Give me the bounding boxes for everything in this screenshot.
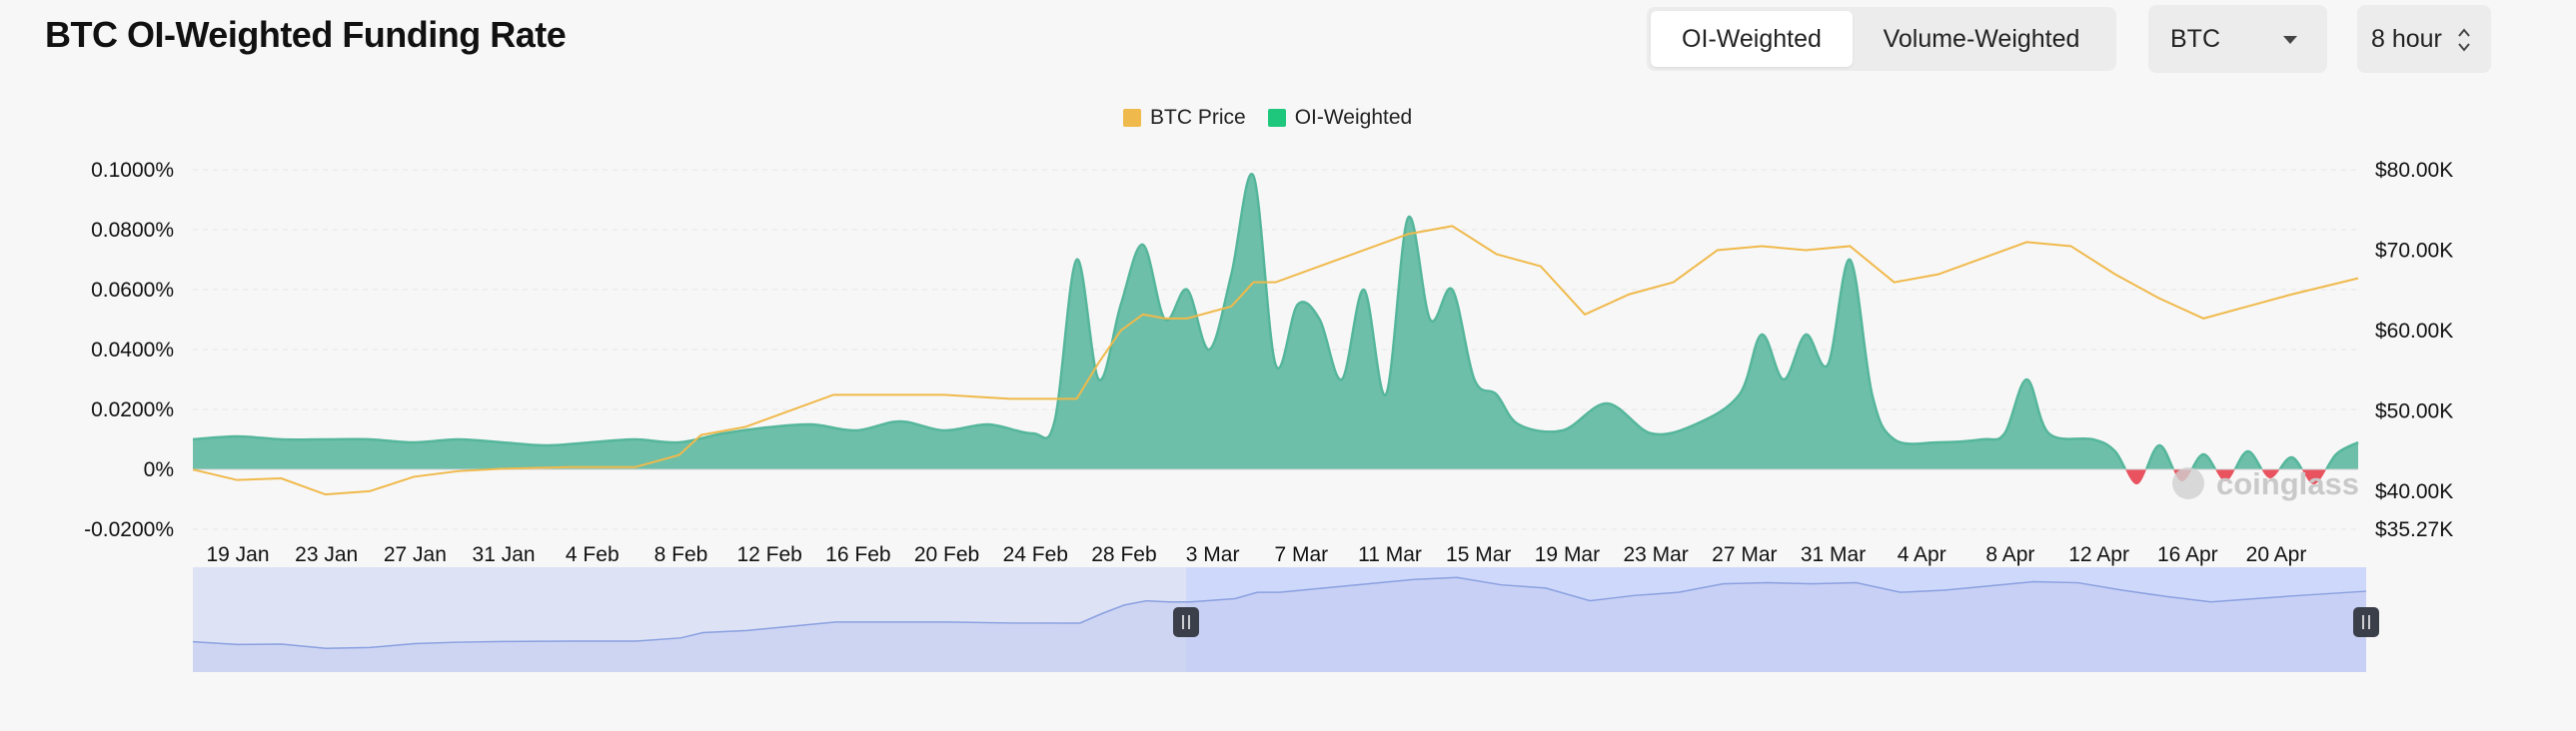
x-tick-label: 8 Feb: [654, 543, 708, 566]
page-title: BTC OI-Weighted Funding Rate: [45, 14, 567, 55]
x-tick-label: 7 Mar: [1275, 543, 1329, 566]
y-left-tick-label: 0.0400%: [91, 339, 174, 362]
chart-legend: BTC Price OI-Weighted: [1123, 106, 1412, 130]
x-tick-label: 31 Jan: [473, 543, 536, 566]
tab-oi-weighted[interactable]: OI-Weighted: [1651, 11, 1853, 67]
y-right-tick-label: $70.00K: [2375, 239, 2453, 262]
legend-swatch-btc-price: [1123, 109, 1141, 127]
watermark-text: coinglass: [2216, 466, 2359, 501]
rate-type-toggle: OI-Weighted Volume-Weighted: [1647, 7, 2116, 71]
x-tick-label: 24 Feb: [1003, 543, 1068, 566]
x-tick-label: 28 Feb: [1091, 543, 1156, 566]
x-tick-label: 16 Feb: [825, 543, 890, 566]
btc-price-line: [192, 225, 2359, 496]
x-tick-label: 4 Apr: [1898, 543, 1946, 566]
x-tick-label: 12 Apr: [2068, 543, 2129, 566]
x-tick-label: 27 Mar: [1712, 543, 1777, 566]
y-left-tick-label: 0.0600%: [91, 279, 174, 302]
y-left-tick-label: 0.0200%: [91, 398, 174, 421]
x-tick-label: 19 Mar: [1535, 543, 1600, 566]
oi-weighted-area-negative: [193, 469, 2358, 485]
oi-weighted-line: [192, 172, 2359, 469]
x-tick-label: 12 Feb: [736, 543, 801, 566]
tab-volume-weighted[interactable]: Volume-Weighted: [1883, 25, 2080, 53]
legend-item-oi-weighted[interactable]: OI-Weighted: [1267, 106, 1413, 130]
navigator-line: [192, 576, 2367, 649]
y-left-tick-label: 0.1000%: [91, 159, 174, 182]
interval-select[interactable]: 8 hour: [2357, 5, 2491, 73]
interval-select-value: 8 hour: [2371, 25, 2442, 53]
oi-weighted-area-positive: [193, 174, 2358, 469]
x-tick-label: 20 Feb: [914, 543, 979, 566]
navigator-handle-left[interactable]: [1173, 607, 1199, 637]
y-right-tick-label: $40.00K: [2375, 480, 2453, 503]
range-navigator[interactable]: [192, 567, 2379, 672]
x-tick-label: 27 Jan: [384, 543, 447, 566]
chevron-down-icon: [2283, 36, 2297, 44]
x-tick-label: 4 Feb: [566, 543, 620, 566]
y-left-tick-label: 0.0800%: [91, 219, 174, 242]
coin-select-value: BTC: [2170, 25, 2220, 53]
y-left-tick-label: -0.0200%: [84, 518, 174, 541]
x-tick-label: 23 Jan: [295, 543, 358, 566]
x-tick-label: 19 Jan: [206, 543, 269, 566]
navigator-area: [193, 577, 2366, 672]
y-right-tick-label: $50.00K: [2375, 399, 2453, 422]
x-tick-label: 23 Mar: [1623, 543, 1688, 566]
y-right-tick-label: $35.27K: [2375, 518, 2453, 541]
legend-item-btc-price[interactable]: BTC Price: [1123, 106, 1246, 130]
up-down-chevron-icon: [2458, 28, 2470, 52]
x-tick-label: 11 Mar: [1358, 543, 1422, 566]
x-tick-label: 15 Mar: [1446, 543, 1511, 566]
coin-select[interactable]: BTC: [2148, 5, 2327, 73]
legend-label-btc-price: BTC Price: [1150, 106, 1246, 129]
y-left-tick-label: 0%: [144, 458, 174, 481]
coinglass-logo-icon: [2172, 467, 2204, 499]
y-right-tick-label: $60.00K: [2375, 320, 2453, 343]
legend-swatch-oi-weighted: [1267, 109, 1286, 127]
navigator-handle-right[interactable]: [2353, 607, 2379, 637]
x-tick-label: 16 Apr: [2157, 543, 2218, 566]
y-right-tick-label: $80.00K: [2375, 159, 2453, 182]
legend-label-oi-weighted: OI-Weighted: [1294, 106, 1413, 129]
x-tick-label: 20 Apr: [2246, 543, 2307, 566]
x-tick-label: 8 Apr: [1985, 543, 2034, 566]
x-tick-label: 31 Mar: [1801, 543, 1866, 566]
x-tick-label: 3 Mar: [1186, 543, 1240, 566]
